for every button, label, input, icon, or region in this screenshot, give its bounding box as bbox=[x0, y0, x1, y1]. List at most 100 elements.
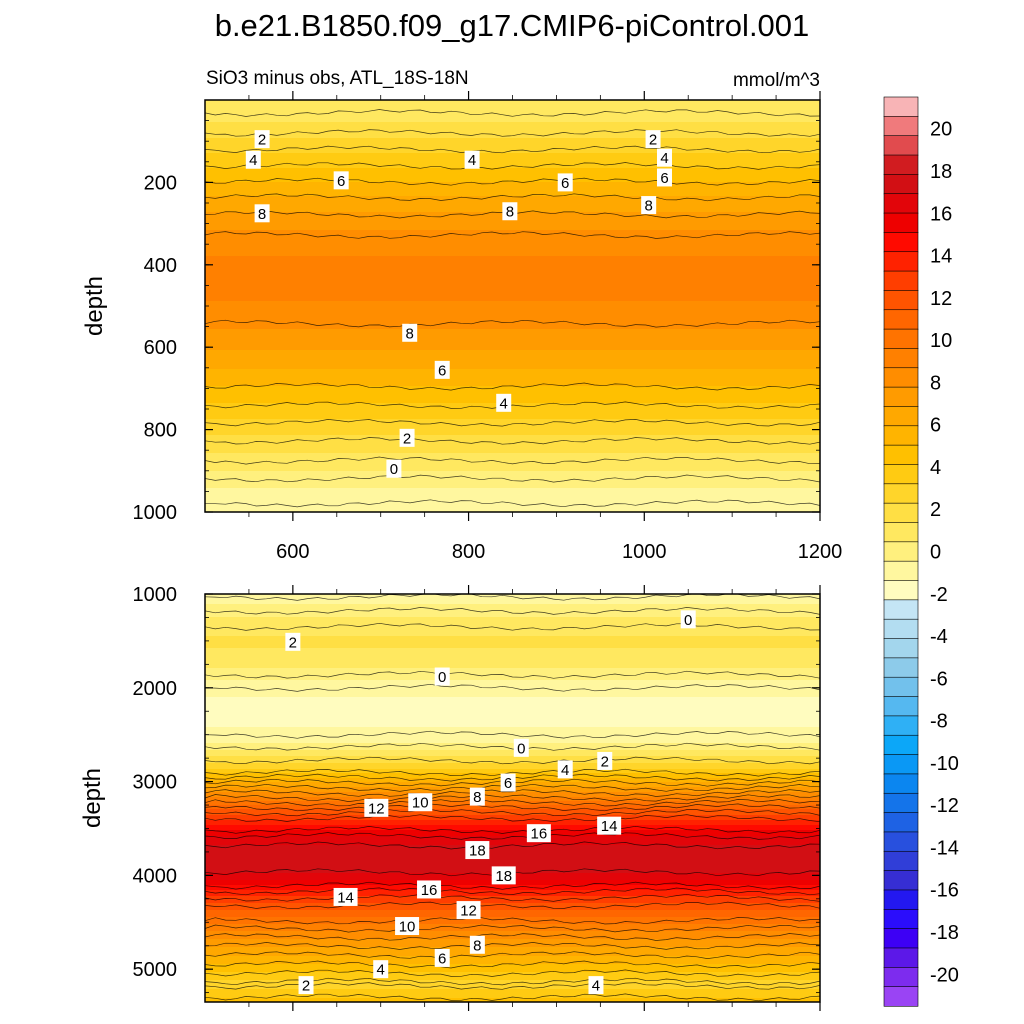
colorbar-swatch bbox=[883, 638, 919, 659]
colorbar-swatch bbox=[883, 715, 919, 736]
upper-field-band bbox=[205, 284, 820, 286]
lower-contour-label-text: 16 bbox=[421, 882, 438, 899]
lower-field-band bbox=[205, 850, 820, 852]
lower-contour-line bbox=[205, 881, 820, 890]
upper-field-band bbox=[205, 462, 820, 464]
upper-field-band bbox=[205, 251, 820, 253]
lower-field-band bbox=[205, 673, 820, 675]
upper-field-band bbox=[205, 281, 820, 283]
upper-field-band bbox=[205, 291, 820, 293]
upper-field-band bbox=[205, 387, 820, 389]
lower-field-band bbox=[205, 652, 820, 654]
upper-field-band bbox=[205, 175, 820, 177]
lower-field-band bbox=[205, 824, 820, 826]
colorbar-swatch bbox=[883, 154, 919, 175]
upper-contour-label-bg bbox=[464, 150, 480, 169]
upper-y-axis-label: depth bbox=[81, 276, 108, 336]
upper-field-band bbox=[205, 110, 820, 112]
lower-field-band bbox=[205, 628, 820, 630]
upper-contour-label-text: 2 bbox=[649, 132, 657, 149]
lower-field-band bbox=[205, 929, 820, 931]
lower-field-band bbox=[205, 600, 820, 602]
upper-field-band bbox=[205, 324, 820, 326]
lower-field-band bbox=[205, 969, 820, 971]
lower-field-band bbox=[205, 802, 820, 804]
upper-field-band bbox=[205, 163, 820, 165]
lower-field-band bbox=[205, 769, 820, 771]
upper-y-tick-label: 600 bbox=[144, 337, 177, 359]
colorbar-swatch bbox=[883, 290, 919, 311]
upper-field-band bbox=[205, 501, 820, 503]
lower-field-band bbox=[205, 851, 820, 853]
upper-field-band bbox=[205, 127, 820, 129]
lower-field-band bbox=[205, 749, 820, 751]
lower-contour-line bbox=[205, 993, 820, 1002]
lower-field-band bbox=[205, 833, 820, 835]
lower-field-band bbox=[205, 975, 820, 977]
colorbar-tick-label: -2 bbox=[930, 584, 948, 606]
lower-contour-line bbox=[205, 730, 820, 739]
lower-field-band bbox=[205, 698, 820, 700]
upper-field-band bbox=[205, 166, 820, 168]
lower-field-band bbox=[205, 598, 820, 600]
upper-field-band bbox=[205, 290, 820, 292]
upper-field-band bbox=[205, 244, 820, 246]
lower-contour-label: 6 bbox=[434, 948, 450, 967]
upper-field-band bbox=[205, 113, 820, 115]
lower-contour-line bbox=[205, 924, 820, 933]
upper-field-band bbox=[205, 333, 820, 335]
lower-field-band bbox=[205, 896, 820, 898]
lower-contour-field: 0 2 0 0 2 4 6 8 10 12 16 14 18 18 16 14 12 10 8 6 4 2 4 bbox=[205, 594, 820, 1002]
lower-field-band bbox=[205, 914, 820, 916]
lower-field-band bbox=[205, 856, 820, 858]
lower-field-band bbox=[205, 853, 820, 855]
upper-field-band bbox=[205, 378, 820, 380]
upper-field-band bbox=[205, 312, 820, 314]
lower-contour-label: 16 bbox=[417, 880, 442, 899]
lower-field-band bbox=[205, 830, 820, 832]
lower-field-band bbox=[205, 733, 820, 735]
upper-field-band bbox=[205, 294, 820, 296]
upper-field-band bbox=[205, 181, 820, 183]
lower-field-band bbox=[205, 831, 820, 833]
lower-field-band bbox=[205, 639, 820, 641]
upper-field-band bbox=[205, 145, 820, 147]
upper-field-band bbox=[205, 373, 820, 375]
upper-field-band bbox=[205, 262, 820, 264]
upper-field-band bbox=[205, 304, 820, 306]
upper-field-band bbox=[205, 408, 820, 410]
lower-field-band bbox=[205, 763, 820, 765]
upper-field-band bbox=[205, 315, 820, 317]
upper-field-band bbox=[205, 238, 820, 240]
lower-field-band bbox=[205, 678, 820, 680]
upper-field-band bbox=[205, 279, 820, 281]
upper-field-band bbox=[205, 350, 820, 352]
upper-field-band bbox=[205, 187, 820, 189]
upper-field-band bbox=[205, 388, 820, 390]
lower-contour-label-bg bbox=[395, 917, 420, 936]
upper-field-band bbox=[205, 499, 820, 501]
upper-field-band bbox=[205, 455, 820, 457]
upper-field-band bbox=[205, 103, 820, 105]
lower-field-band bbox=[205, 720, 820, 722]
upper-field-band bbox=[205, 157, 820, 159]
upper-field-band bbox=[205, 316, 820, 318]
upper-contour-line bbox=[205, 401, 820, 410]
upper-field-band bbox=[205, 352, 820, 354]
upper-field-band bbox=[205, 441, 820, 443]
upper-field-band bbox=[205, 313, 820, 315]
colorbar-swatch bbox=[883, 328, 919, 350]
upper-field-band bbox=[205, 220, 820, 222]
upper-contour-label: 6 bbox=[333, 171, 349, 190]
lower-field-band bbox=[205, 731, 820, 733]
lower-contour-line bbox=[205, 799, 820, 807]
upper-field-band bbox=[205, 237, 820, 239]
lower-contour-label: 12 bbox=[456, 901, 481, 920]
upper-field-band bbox=[205, 354, 820, 356]
lower-field-band bbox=[205, 656, 820, 658]
upper-field-band bbox=[205, 355, 820, 357]
upper-field-band bbox=[205, 132, 820, 134]
lower-field-band bbox=[205, 732, 820, 734]
lower-field-band bbox=[205, 762, 820, 764]
upper-field-band bbox=[205, 442, 820, 444]
